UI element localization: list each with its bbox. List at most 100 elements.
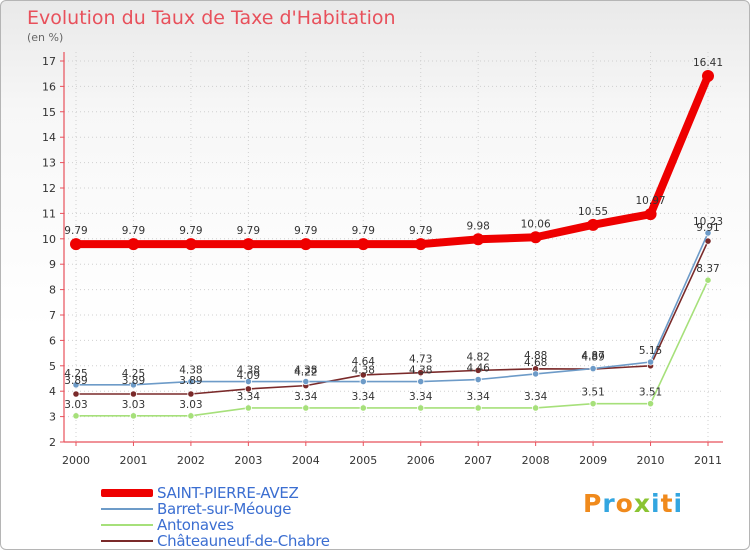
data-label: 3.89 [179, 375, 202, 387]
logo-letter: P [583, 489, 603, 518]
data-label: 4.89 [581, 352, 604, 364]
legend-label: Antonaves [157, 516, 234, 534]
data-point [129, 390, 138, 398]
data-label: 4.22 [294, 367, 317, 379]
data-label: 16.41 [693, 57, 723, 69]
data-point [302, 377, 310, 386]
data-label: 4.25 [122, 368, 145, 380]
data-point [72, 390, 80, 398]
data-point [474, 404, 482, 412]
data-label: 3.34 [294, 391, 318, 403]
legend-label: SAINT-PIERRE-AVEZ [157, 484, 299, 502]
data-point [72, 412, 80, 420]
data-label: 9.79 [294, 225, 317, 237]
data-label: 4.82 [466, 351, 489, 363]
proxiti-logo: Proxiti [583, 489, 683, 518]
y-tick-label: 15 [42, 106, 56, 119]
data-label: 3.34 [352, 391, 376, 403]
data-label: 9.79 [352, 225, 375, 237]
data-label: 3.03 [64, 399, 87, 411]
x-tick-label: 2008 [522, 454, 550, 467]
data-label: 4.68 [524, 357, 547, 369]
y-tick-label: 8 [49, 284, 56, 297]
legend-swatch-saint-pierre-avez [101, 489, 153, 497]
data-point [472, 233, 485, 246]
data-label: 4.88 [524, 350, 547, 362]
data-label: 3.34 [466, 391, 490, 403]
data-point [417, 404, 425, 412]
legend-item: SAINT-PIERRE-AVEZ [101, 484, 330, 502]
data-point [589, 400, 597, 408]
data-point [72, 381, 80, 389]
chart-legend: SAINT-PIERRE-AVEZ Barret-sur-Méouge Anto… [101, 484, 330, 550]
logo-letter: r [602, 489, 616, 518]
x-tick-label: 2001 [119, 454, 147, 467]
y-tick-label: 6 [49, 334, 56, 347]
logo-letter: i [673, 489, 684, 518]
data-point [244, 385, 252, 393]
legend-swatch-chateauneuf [101, 540, 153, 542]
data-point [359, 377, 367, 386]
y-tick-label: 16 [42, 80, 56, 93]
data-point [589, 364, 597, 373]
data-point [704, 276, 712, 284]
data-label: 3.89 [122, 375, 145, 387]
series-line-0 [72, 71, 712, 249]
x-tick-label: 2007 [464, 454, 492, 467]
logo-letter: x [633, 489, 651, 518]
data-label: 3.34 [237, 391, 261, 403]
data-point [417, 377, 425, 386]
data-point [129, 412, 138, 420]
logo-letter: o [615, 489, 634, 518]
y-tick-label: 10 [42, 233, 56, 246]
data-label: 4.46 [466, 363, 490, 375]
data-label: 9.79 [409, 225, 432, 237]
chart-title: Evolution du Taux de Taxe d'Habitation [27, 7, 396, 29]
series-line-3 [75, 240, 709, 395]
data-label: 4.25 [64, 368, 87, 380]
data-point [646, 400, 655, 408]
data-label: 4.38 [237, 365, 260, 377]
y-tick-label: 7 [49, 309, 56, 322]
data-label: 9.79 [122, 225, 145, 237]
data-point [414, 238, 427, 251]
y-tick-label: 14 [42, 131, 56, 144]
series-line-1 [75, 232, 709, 386]
x-tick-label: 2009 [579, 454, 607, 467]
data-label: 10.06 [521, 218, 551, 230]
data-label: 4.73 [409, 354, 432, 366]
legend-item: Châteauneuf-de-Chabre [101, 532, 330, 550]
data-point [187, 412, 195, 420]
data-point [127, 238, 140, 251]
data-point [299, 238, 312, 251]
data-label: 4.38 [294, 365, 317, 377]
data-label: 4.87 [581, 350, 604, 362]
data-point [129, 381, 138, 389]
x-tick-label: 2003 [234, 454, 262, 467]
data-point [702, 69, 714, 82]
x-tick-label: 2010 [637, 454, 665, 467]
x-tick-label: 2006 [407, 454, 435, 467]
data-label: 9.91 [696, 222, 719, 234]
data-label: 8.37 [696, 263, 719, 275]
data-label: 10.97 [636, 195, 666, 207]
legend-label: Châteauneuf-de-Chabre [157, 532, 330, 550]
logo-letter: i [651, 489, 661, 518]
legend-swatch-barret [101, 508, 153, 510]
legend-item: Antonaves [101, 516, 330, 534]
data-point [357, 238, 370, 251]
y-tick-label: 2 [49, 436, 56, 449]
data-label: 4.64 [352, 356, 376, 368]
x-tick-label: 2005 [349, 454, 377, 467]
y-tick-label: 17 [42, 55, 56, 68]
data-point [646, 358, 655, 366]
y-tick-label: 9 [49, 258, 56, 271]
data-point [187, 377, 195, 386]
data-label: 4.38 [352, 365, 375, 377]
y-tick-label: 11 [42, 207, 56, 220]
data-point [532, 404, 540, 412]
data-point [704, 229, 712, 237]
data-point [644, 208, 657, 221]
x-tick-label: 2011 [694, 454, 722, 467]
